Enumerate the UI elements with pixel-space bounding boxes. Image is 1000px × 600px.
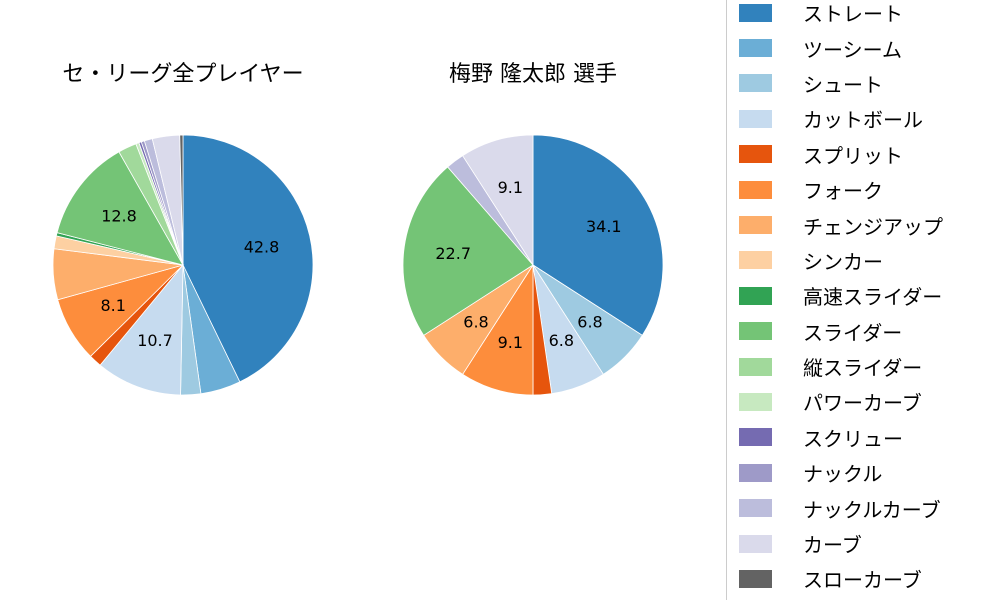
slice-label: 42.8	[244, 237, 280, 256]
legend-swatch-icon	[739, 74, 772, 93]
slice-label: 22.7	[435, 244, 471, 263]
legend-swatch-icon	[739, 322, 772, 341]
pie-slice	[179, 134, 184, 266]
legend-item: シンカー	[739, 243, 1000, 278]
slice-label: 8.1	[100, 296, 125, 315]
legend-item: チェンジアップ	[739, 207, 1000, 242]
legend-item: カットボール	[739, 101, 1000, 136]
legend-swatch-icon	[739, 180, 772, 199]
pie-slice	[99, 263, 184, 396]
chart-title-league: セ・リーグ全プレイヤー	[62, 62, 304, 87]
legend-item: スライダー	[739, 314, 1000, 349]
pie-slice	[56, 151, 184, 266]
pie-slice	[532, 134, 664, 336]
pie-player: 34.16.86.89.16.822.79.1	[402, 134, 664, 396]
legend-swatch-icon	[739, 145, 772, 164]
legend-swatch-icon	[739, 428, 772, 447]
legend-item: ナックル	[739, 455, 1000, 490]
pie-slice	[402, 166, 534, 336]
legend-label: スライダー	[803, 320, 903, 345]
chart-title-player: 梅野 隆太郎 選手	[449, 62, 617, 87]
pie-league: 42.8 10.7 8.1 12.8	[52, 134, 314, 396]
legend-swatch-icon	[739, 357, 772, 376]
legend-label: ナックル	[803, 462, 883, 487]
legend-item: シュート	[739, 66, 1000, 101]
legend-label: 縦スライダー	[803, 356, 923, 381]
legend-label: フォーク	[803, 179, 883, 204]
legend-label: パワーカーブ	[803, 391, 922, 416]
slice-label: 6.8	[577, 313, 602, 332]
legend-swatch-icon	[739, 534, 772, 553]
legend-swatch-icon	[739, 3, 772, 22]
legend-label: カットボール	[803, 108, 923, 133]
legend-item: カーブ	[739, 526, 1000, 561]
legend-swatch-icon	[739, 392, 772, 411]
legend-swatch-icon	[739, 463, 772, 482]
legend-label: ツーシーム	[803, 37, 902, 62]
legend-label: スクリュー	[803, 426, 903, 451]
legend-item: スローカーブ	[739, 561, 1000, 596]
pie-slice	[462, 134, 534, 267]
legend-item: ツーシーム	[739, 30, 1000, 65]
legend-swatch-icon	[739, 39, 772, 58]
legend-label: チェンジアップ	[803, 214, 943, 239]
slice-label: 9.1	[498, 333, 523, 352]
legend-label: ナックルカーブ	[803, 497, 941, 522]
legend-swatch-icon	[739, 286, 772, 305]
slice-label: 34.1	[586, 217, 622, 236]
slice-label: 10.7	[137, 331, 173, 350]
pie-slice	[182, 134, 314, 383]
legend-swatch-icon	[739, 251, 772, 270]
legend-item: スクリュー	[739, 420, 1000, 455]
legend-swatch-icon	[739, 109, 772, 128]
slice-label: 6.8	[463, 313, 488, 332]
legend-label: カーブ	[803, 533, 862, 558]
legend-item: 高速スライダー	[739, 278, 1000, 313]
legend-item: ストレート	[739, 0, 1000, 30]
legend-item: 縦スライダー	[739, 349, 1000, 384]
legend-item: スプリット	[739, 137, 1000, 172]
pie-chart-player: 梅野 隆太郎 選手 34.1 6.8 6.8 9.1 6.8 22.7 9.1	[401, 60, 665, 397]
legend-label: スローカーブ	[803, 568, 922, 593]
legend-swatch-icon	[739, 216, 772, 235]
slice-label: 9.1	[498, 178, 523, 197]
legend-label: シュート	[803, 72, 883, 97]
legend: ストレートツーシームシュートカットボール スプリットフォークチェンジアップ シンカー…	[726, 0, 1000, 600]
slice-label: 6.8	[549, 331, 574, 350]
legend-item: ナックルカーブ	[739, 490, 1000, 525]
legend-item: パワーカーブ	[739, 384, 1000, 419]
legend-swatch-icon	[739, 499, 772, 518]
legend-label: スプリット	[803, 143, 903, 168]
legend-label: ストレート	[803, 2, 903, 27]
pie-chart-league: セ・リーグ全プレイヤー 42.8 10.7 8.1 12.8	[51, 60, 315, 397]
legend-label: 高速スライダー	[803, 285, 943, 310]
legend-label: シンカー	[803, 249, 883, 274]
legend-swatch-icon	[739, 569, 772, 588]
legend-item: フォーク	[739, 172, 1000, 207]
slice-label: 12.8	[101, 207, 137, 226]
